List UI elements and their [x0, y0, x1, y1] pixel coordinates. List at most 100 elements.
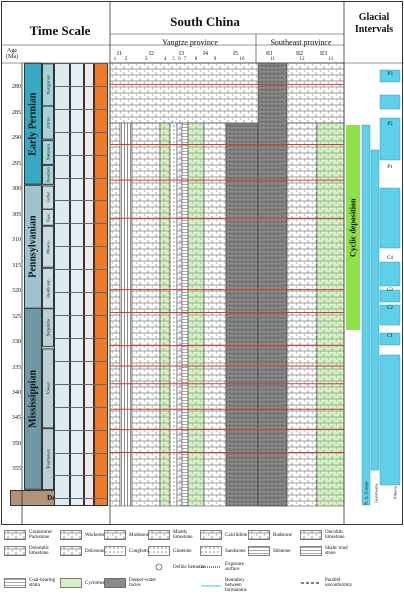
- lithology-column: [187, 62, 205, 507]
- legend-label: Oolitic hematite: [173, 564, 206, 570]
- age-tick-label: 295: [12, 160, 21, 167]
- legend-label: Siltstone: [273, 548, 291, 554]
- legend-label: Glutenite: [173, 548, 192, 554]
- stage-divider: [54, 269, 108, 271]
- legend-swatch: [300, 530, 322, 540]
- lithology-column: [225, 62, 259, 507]
- lithology-column: [181, 62, 189, 507]
- region-code-II3: II3: [320, 51, 327, 57]
- legend-item: Conglomerate: [104, 546, 157, 556]
- column-number: 13: [328, 57, 333, 62]
- legend-label: Dolomitic limestone: [29, 546, 50, 556]
- legend-item: Muddy limestone: [148, 530, 207, 540]
- legend-item: Exposure surface: [200, 562, 259, 572]
- legend-label: Exposure surface: [225, 562, 244, 572]
- stage-divider: [54, 360, 108, 362]
- legend-label: Grainstone/ Packstone: [29, 530, 53, 540]
- glacial-col-gondwana: Gondwana: [373, 483, 379, 503]
- glacial-bar: [379, 94, 401, 110]
- legend-item: Siltstone: [248, 546, 291, 556]
- legend-label: Calcilithite: [225, 532, 248, 538]
- legend-swatch: [148, 546, 170, 556]
- legend-label: Oncolitic limestone: [325, 530, 345, 540]
- region-code-II1: II1: [266, 51, 273, 57]
- legend-label: Coal-bearing strata: [29, 578, 56, 588]
- age-tick-label: 340: [12, 389, 21, 396]
- legend-item: Oolitic hematite: [148, 562, 205, 572]
- column-number: 6: [178, 57, 181, 62]
- glacial-bars: [361, 69, 401, 506]
- legend-label: Rudstone: [273, 532, 292, 538]
- column-number: 2: [124, 57, 128, 62]
- lithology-column: [131, 62, 161, 507]
- glacial-label: P3: [387, 72, 393, 77]
- stage-divider: [54, 452, 108, 454]
- lithology-column: [109, 62, 121, 507]
- column-number: 10: [239, 57, 245, 62]
- stage-divider: [54, 154, 108, 156]
- legend-swatch: [248, 546, 270, 556]
- lithology-column: [176, 62, 183, 507]
- column-number: 8: [194, 57, 198, 62]
- glacial-label: C1: [387, 334, 393, 339]
- stage-divider: [54, 131, 108, 133]
- stage-divider: [54, 63, 108, 64]
- column-separators: [1, 1, 404, 525]
- legend-swatch: [4, 530, 26, 540]
- region-code-I5: I5: [233, 51, 238, 57]
- age-tick-label: 350: [12, 440, 21, 447]
- column-number: 1: [113, 57, 117, 62]
- legend-item: Mudstone: [104, 530, 149, 540]
- stage-divider: [54, 406, 108, 408]
- lithology-column: [119, 62, 133, 507]
- age-tick-label: 305: [12, 211, 21, 218]
- legend-item: Deeper-water facies: [104, 578, 163, 588]
- period-label: Dev: [47, 494, 59, 503]
- glacial-bar: [379, 187, 401, 249]
- age-tick-label: 325: [12, 313, 21, 320]
- glacial-bar: [370, 149, 380, 471]
- stage-divider: [54, 292, 108, 294]
- glacial-label: P2: [387, 122, 393, 127]
- legend-item: Sandstone: [200, 546, 246, 556]
- legend-swatch: [104, 546, 126, 556]
- legend-swatch: [148, 530, 170, 540]
- stage-divider: [54, 337, 108, 339]
- legend-item: Glutenite: [148, 546, 192, 556]
- legend-swatch: [248, 530, 270, 540]
- glacial-bar: [379, 289, 401, 303]
- legend-item: Cyclothems: [60, 578, 109, 588]
- glacial-bar: [361, 124, 371, 506]
- glacial-bar: [379, 117, 401, 161]
- legend-swatch: [4, 546, 26, 556]
- column-number: 4: [163, 57, 167, 62]
- stage-divider: [54, 223, 108, 225]
- southeast-province-header: Southeast province: [270, 38, 332, 47]
- age-tick-label: 300: [12, 186, 21, 193]
- column-number: 9: [213, 57, 217, 62]
- stage-divider: [54, 475, 108, 477]
- yangtze-province-header: Yangtze province: [162, 38, 218, 47]
- glacial-col-siberia: Siberia: [392, 486, 398, 500]
- age-tick-label: 345: [12, 415, 21, 422]
- region-code-I2: I2: [149, 51, 154, 57]
- age-tick-label: 280: [12, 84, 21, 91]
- legend-swatch: [200, 530, 222, 540]
- stage-divider: [54, 108, 108, 110]
- time-scale-header: Time Scale: [29, 23, 91, 38]
- age-tick-label: 285: [12, 109, 21, 116]
- age-tick-label: 330: [12, 339, 21, 346]
- lithology-column: [203, 62, 227, 507]
- legend-item: Rudstone: [248, 530, 292, 540]
- south-china-header: South China: [170, 14, 240, 29]
- legend-swatch: [201, 566, 221, 568]
- legend-item: Dolostone: [60, 546, 106, 556]
- glacial-label: C2: [387, 306, 393, 311]
- age-tick-label: 355: [12, 466, 21, 473]
- legend-swatch: [300, 546, 322, 556]
- lithology-column: [286, 62, 318, 507]
- legend-label: Mudstone: [129, 532, 149, 538]
- column-number: 12: [299, 57, 305, 62]
- legend-swatch: [104, 530, 126, 540]
- age-tick-label: 290: [12, 135, 21, 142]
